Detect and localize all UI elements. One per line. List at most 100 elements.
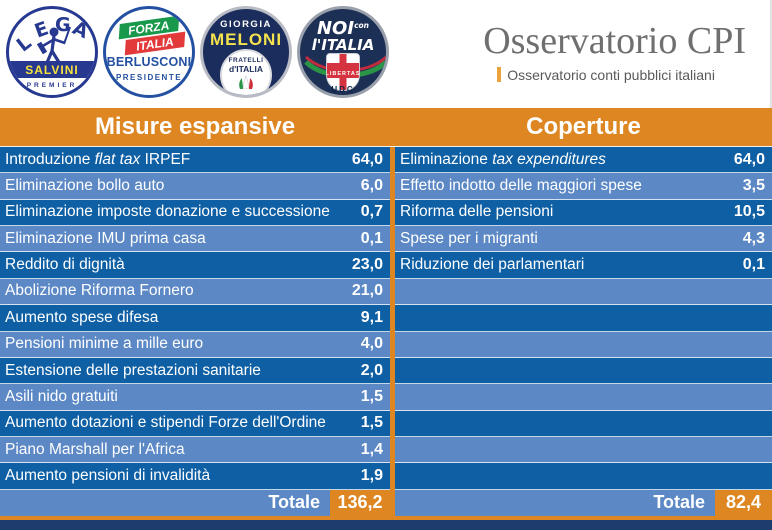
table-row: Riforma delle pensioni 10,5	[395, 199, 772, 227]
table-row	[395, 436, 772, 464]
warrior-icon	[33, 23, 73, 74]
table-row	[395, 463, 772, 490]
right-total-row: Totale 82,4	[395, 489, 772, 516]
fratelli-ditalia-roundel: FRATELLI d'ITALIA	[220, 49, 272, 95]
measure-label: Eliminazione tax expenditures	[400, 150, 606, 168]
table-row: Effetto indotto delle maggiori spese 3,5	[395, 173, 772, 200]
shield-cross-horizontal	[327, 63, 359, 70]
giorgia-label: GIORGIA	[220, 19, 272, 30]
forza-italia-logo: FORZA ITALIA BERLUSCONI PRESIDENTE	[103, 6, 195, 98]
litalia-label: l'ITALIA	[311, 36, 375, 54]
right-table-title: Coperture	[526, 113, 641, 140]
measure-label: Spese per i migranti	[400, 229, 538, 247]
table-row: Eliminazione imposte donazione e success…	[0, 199, 390, 227]
measure-label: Eliminazione imposte donazione e success…	[5, 203, 330, 221]
header-right-edge	[770, 0, 772, 108]
measure-label: Riforma delle pensioni	[400, 203, 554, 221]
noi-label: NOIcon	[300, 18, 386, 39]
measure-value: 3,5	[742, 177, 765, 195]
table-row: Piano Marshall per l'Africa 1,4	[0, 436, 390, 464]
table-row: Reddito di dignità 23,0	[0, 252, 390, 279]
measure-value: 9,1	[360, 308, 383, 326]
measure-label: Abolizione Riforma Fornero	[5, 282, 194, 300]
party-logos: L E G A SALVINI PREMIER	[6, 6, 389, 98]
right-total-label: Totale	[653, 492, 705, 513]
presidente-label: PRESIDENTE	[115, 73, 183, 82]
table-row: Aumento spese difesa 9,1	[0, 305, 390, 332]
con-word: con	[354, 21, 370, 30]
measure-value: 0,1	[742, 256, 765, 274]
left-table: Introduzione flat tax IRPEF 64,0 Elimina…	[0, 147, 390, 516]
ditalia-label: d'ITALIA	[229, 64, 263, 74]
footer-navy-stripe	[0, 520, 772, 530]
table-row	[395, 278, 772, 306]
right-table: Eliminazione tax expenditures 64,0 Effet…	[395, 147, 772, 516]
left-total-row: Totale 136,2	[0, 489, 390, 516]
measure-value: 1,4	[360, 440, 383, 458]
libertas-banner: LIBERTAS	[326, 69, 360, 78]
table-row: Pensioni minime a mille euro 4,0	[0, 331, 390, 358]
measure-value: 1,5	[360, 414, 383, 432]
measure-label: Eliminazione bollo auto	[5, 177, 165, 195]
libertas-label: LIBERTAS	[326, 70, 360, 77]
noi-word: NOI	[316, 18, 355, 39]
right-header-cell: Coperture	[395, 108, 772, 146]
shield-icon: LIBERTAS	[326, 53, 360, 91]
measure-value: 0,1	[360, 229, 383, 247]
table-row	[395, 357, 772, 385]
table-body: Introduzione flat tax IRPEF 64,0 Elimina…	[0, 146, 772, 516]
left-table-rows: Introduzione flat tax IRPEF 64,0 Elimina…	[0, 147, 390, 490]
table-row	[395, 331, 772, 358]
table-row: Spese per i migranti 4,3	[395, 226, 772, 253]
brand-subtitle-text: Osservatorio conti pubblici italiani	[507, 66, 715, 83]
table-row: Eliminazione tax expenditures 64,0	[395, 147, 772, 174]
table-row: Introduzione flat tax IRPEF 64,0	[0, 147, 390, 174]
table-row: Estensione delle prestazioni sanitarie 2…	[0, 357, 390, 385]
measure-label: Reddito di dignità	[5, 256, 125, 274]
lega-band-label: SALVINI	[25, 62, 79, 77]
measure-value: 64,0	[733, 150, 765, 168]
measure-value: 1,5	[360, 387, 383, 405]
table-row	[395, 410, 772, 437]
right-table-rows: Eliminazione tax expenditures 64,0 Effet…	[395, 147, 772, 490]
table-row	[395, 384, 772, 411]
right-total-value: 82,4	[715, 489, 772, 516]
measure-value: 2,0	[360, 361, 383, 379]
measure-label: Asili nido gratuiti	[5, 387, 118, 405]
measure-value: 10,5	[733, 203, 765, 221]
measure-value: 23,0	[351, 256, 383, 274]
measure-value: 21,0	[351, 282, 383, 300]
left-total-label: Totale	[268, 492, 320, 513]
measure-value: 64,0	[351, 150, 383, 168]
table-row: Asili nido gratuiti 1,5	[0, 384, 390, 411]
brand-subtitle: Osservatorio conti pubblici italiani	[483, 67, 746, 83]
tricolor-flame-icon	[222, 75, 270, 94]
measure-label: Riduzione dei parlamentari	[400, 256, 585, 274]
measure-value: 0,7	[360, 203, 383, 221]
header: L E G A SALVINI PREMIER	[0, 0, 772, 108]
table-header-band: Misure espansive Coperture	[0, 108, 772, 146]
measure-label: Piano Marshall per l'Africa	[5, 440, 185, 458]
meloni-label: MELONI	[209, 30, 283, 49]
lega-logo: L E G A SALVINI PREMIER	[6, 6, 98, 98]
table-row: Aumento pensioni di invalidità 1,9	[0, 463, 390, 490]
footer-orange-stripe	[0, 516, 772, 520]
measure-label: Aumento spese difesa	[5, 308, 159, 326]
measure-value: 4,3	[742, 229, 765, 247]
measure-label: Aumento pensioni di invalidità	[5, 466, 211, 484]
italia-label: ITALIA	[135, 33, 175, 54]
left-header-cell: Misure espansive	[0, 108, 390, 146]
table-row: Abolizione Riforma Fornero 21,0	[0, 278, 390, 306]
measure-label: Pensioni minime a mille euro	[5, 335, 204, 353]
measure-label: Effetto indotto delle maggiori spese	[400, 177, 642, 195]
noi-con-litalia-logo: NOIcon l'ITALIA LIBERTAS UDC	[297, 6, 389, 98]
lega-band: SALVINI	[9, 61, 95, 78]
measure-label: Aumento dotazioni e stipendi Forze dell'…	[5, 414, 326, 432]
measure-value: 6,0	[360, 177, 383, 195]
measure-label: Introduzione flat tax IRPEF	[5, 150, 191, 168]
left-total-value: 136,2	[330, 489, 390, 516]
brand-title: Osservatorio CPI	[483, 20, 746, 62]
fratelli-label: FRATELLI	[228, 57, 264, 64]
measure-label: Eliminazione IMU prima casa	[5, 229, 206, 247]
